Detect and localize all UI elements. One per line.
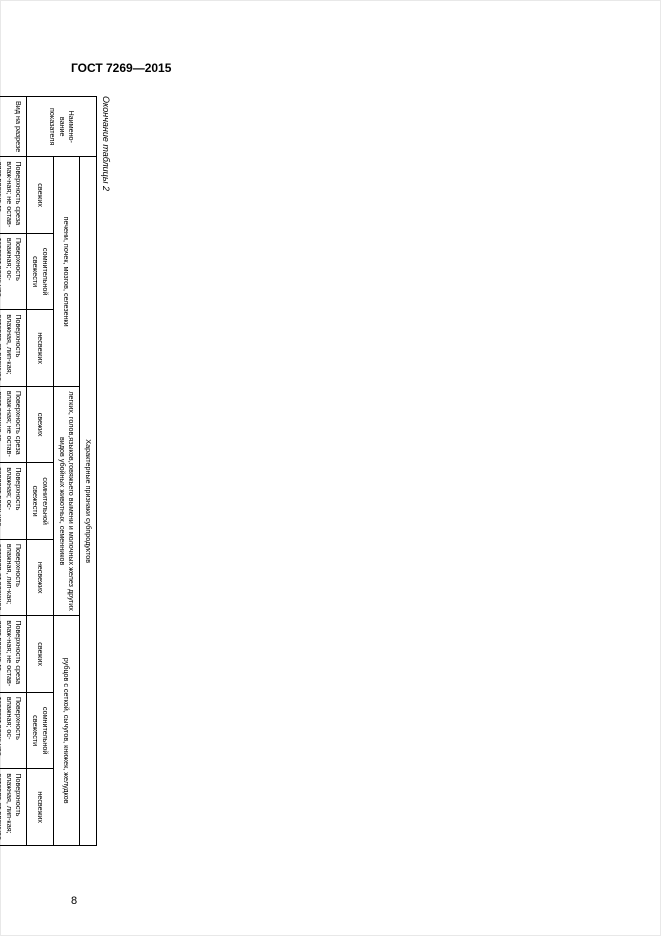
sub-header: свежих	[27, 616, 53, 693]
table-cell: Поверхность влажная, лип-кая; оставля-ет…	[0, 769, 27, 846]
table-cell: Поверхность среза влаж-ная; не остав-ляе…	[0, 386, 27, 463]
table-cell: Поверхность влажная, лип-кая; оставля-ет…	[0, 310, 27, 387]
table-cell: Поверхность влажная; ос-тавляет влаж-ное…	[0, 463, 27, 540]
row-label: Вид на разрезе	[0, 97, 27, 157]
super-header: Характерные признаки субпродуктов	[80, 157, 97, 846]
sub-header: сомнительной свежести	[27, 692, 53, 769]
table-cell: Поверхность влажная; ос-тавляет влаж-ное…	[0, 692, 27, 769]
col0-header: Наимено- вание показателя	[27, 97, 97, 157]
doc-header: ГОСТ 7269—2015	[71, 61, 605, 75]
group-header-1: легких, голов,языков,говяжьего вымени и …	[53, 386, 79, 616]
table-row: Вид на разрезеПоверхность среза влаж-ная…	[0, 97, 27, 846]
group-header-2: рубцов с сеткой, сычугов, книжек, желудк…	[53, 616, 79, 846]
sub-header: несвежих	[27, 769, 53, 846]
sub-header: свежих	[27, 386, 53, 463]
subproducts-table: Наимено- вание показателя Характерные пр…	[0, 96, 97, 846]
sub-header: сомнительной свежести	[27, 233, 53, 310]
sub-header: сомнительной свежести	[27, 463, 53, 540]
table-cell: Поверхность среза влаж-ная; не остав-ляе…	[0, 157, 27, 234]
page-number: 8	[71, 895, 77, 907]
sub-header: несвежих	[27, 539, 53, 616]
table-caption: Окончание таблицы 2	[101, 96, 111, 846]
table-cell: Поверхность влажная; ос-тавляет влаж-ное…	[0, 233, 27, 310]
table-cell: Поверхность среза влаж-ная; не остав-ляе…	[0, 616, 27, 693]
sub-header: несвежих	[27, 310, 53, 387]
table-cell: Поверхность влажная, лип-кая; оставля-ет…	[0, 539, 27, 616]
group-header-0: печени, почек, мозгов, селезенки	[53, 157, 79, 387]
sub-header: свежих	[27, 157, 53, 234]
